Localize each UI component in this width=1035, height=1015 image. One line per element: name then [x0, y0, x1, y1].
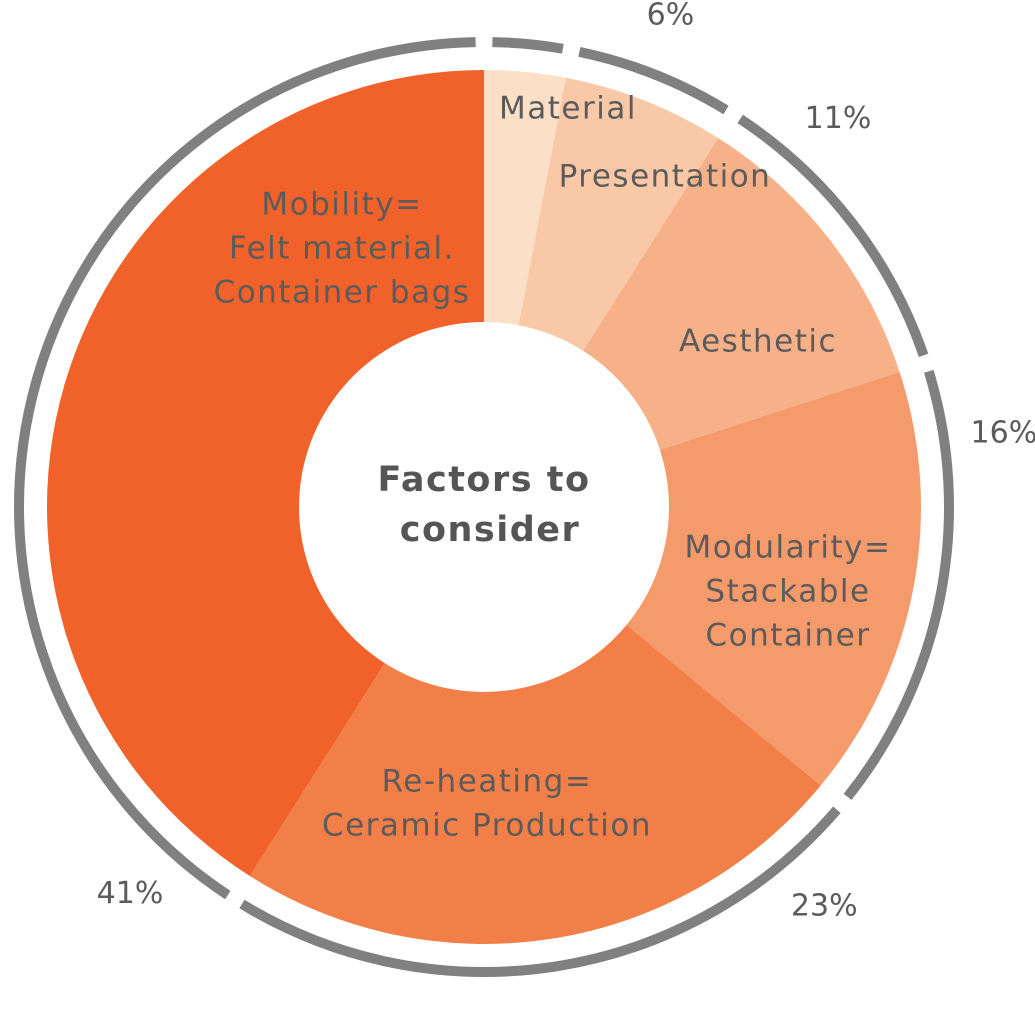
category-label: Material: [499, 91, 637, 127]
category-label: Stackable: [705, 574, 870, 610]
value-label: 6%: [647, 0, 695, 33]
labels: 3% Material 6% Presentation 11% Aesthetic 16% M…: [97, 0, 1035, 923]
ring-arc: [492, 37, 564, 54]
slice: [47, 70, 485, 876]
outer-ring: [14, 37, 954, 977]
ring-arc: [737, 114, 929, 358]
category-label: Container bags: [214, 275, 471, 311]
chart-title: consider: [400, 510, 581, 550]
value-label: 16%: [971, 415, 1035, 450]
ring-arc: [578, 46, 729, 115]
ring-arc: [843, 369, 954, 801]
value-label: 11%: [805, 101, 872, 136]
slice: [249, 624, 821, 944]
category-label: Modularity=: [685, 530, 892, 566]
category-label: Mobility=: [261, 187, 422, 223]
value-label: 23%: [791, 888, 858, 923]
ring-arc: [14, 37, 476, 900]
slice: [583, 138, 900, 450]
value-label: 41%: [97, 876, 164, 911]
category-label: Re-heating=: [382, 764, 593, 800]
category-label: Aesthetic: [679, 324, 837, 360]
category-label: Ceramic Production: [322, 808, 652, 844]
chart-title: Factors to: [377, 460, 590, 500]
category-label: Presentation: [559, 159, 772, 195]
value-label: 3%: [510, 0, 558, 1]
category-label: Felt material.: [229, 231, 455, 267]
slice: [518, 77, 719, 351]
slices: [47, 70, 921, 944]
category-label: Container: [706, 618, 871, 654]
slice: [626, 371, 921, 786]
ring-arc: [239, 806, 841, 977]
slice: [484, 70, 566, 326]
